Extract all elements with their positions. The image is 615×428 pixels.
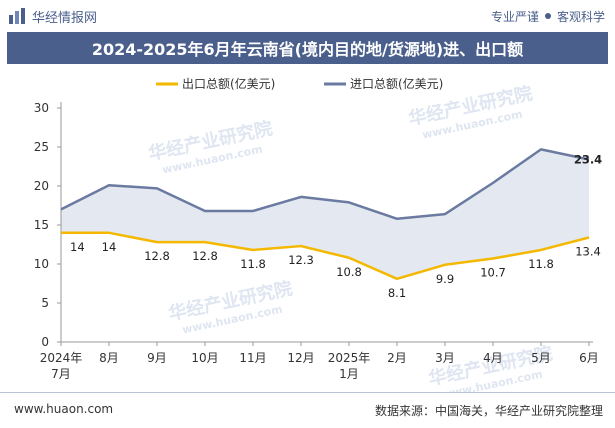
y-tick-label: 5 (41, 296, 49, 310)
data-label-export: 8.1 (388, 286, 406, 300)
brand-name: 华经情报网 (32, 7, 97, 26)
legend-label-import: 进口总额(亿美元) (350, 76, 443, 91)
y-tick-label: 20 (34, 179, 49, 193)
x-tick-label: 2月 (387, 351, 407, 365)
data-label-export: 9.9 (436, 272, 454, 286)
data-label-export: 12.8 (144, 249, 170, 263)
y-tick-label: 0 (41, 335, 49, 349)
x-tick-label: 8月 (99, 351, 119, 365)
x-tick-label: 4月 (483, 351, 503, 365)
tagline-left: 专业严谨 (491, 8, 539, 25)
legend-label-export: 出口总额(亿美元) (182, 76, 275, 91)
x-tick-label: 12月 (287, 351, 314, 365)
brand[interactable]: 华经情报网 (8, 6, 97, 26)
y-tick-label: 30 (34, 101, 49, 115)
top-bar: 华经情报网 专业严谨 客观科学 (0, 0, 615, 32)
dot-separator-icon (545, 13, 551, 19)
data-label-import: 23.4 (574, 152, 602, 166)
x-tick-label: 2025年 (328, 351, 371, 365)
x-tick-label: 1月 (339, 367, 359, 381)
data-label-export: 13.4 (575, 244, 601, 258)
y-tick-label: 10 (34, 257, 49, 271)
data-label-export: 14 (102, 240, 117, 254)
tagline-right: 客观科学 (557, 8, 605, 25)
area-fill (61, 149, 589, 278)
legend: 出口总额(亿美元) 进口总额(亿美元) (156, 76, 443, 91)
x-tick-label: 2024年 (40, 351, 83, 365)
chart-title: 2024-2025年6月年云南省(境内目的地/货源地)进、出口额 (7, 32, 608, 64)
x-tick-label: 10月 (191, 351, 218, 365)
footer-website[interactable]: www.huaon.com (14, 402, 113, 416)
footer-source: 数据来源：中国海关，华经产业研究院整理 (375, 402, 603, 419)
x-tick-label: 3月 (435, 351, 455, 365)
x-tick-label: 11月 (239, 351, 266, 365)
y-tick-label: 15 (34, 218, 49, 232)
tagline: 专业严谨 客观科学 (491, 6, 605, 26)
x-tick-label: 7月 (51, 367, 71, 381)
data-label-export: 12.8 (192, 249, 218, 263)
brand-logo-icon (8, 7, 26, 25)
data-label-export: 14 (70, 240, 85, 254)
data-label-export: 10.8 (336, 265, 362, 279)
x-tick-label: 5月 (531, 351, 551, 365)
y-tick-label: 25 (34, 140, 49, 154)
x-tick-label: 6月 (579, 351, 599, 365)
data-label-export: 12.3 (288, 253, 314, 267)
footer: www.huaon.com 数据来源：中国海关，华经产业研究院整理 (0, 392, 615, 428)
area-between-series (61, 149, 589, 278)
x-tick-label: 9月 (147, 351, 167, 365)
line-chart: 华经产业研究院www.huaon.com华经产业研究院www.huaon.com… (0, 64, 615, 392)
data-label-export: 11.8 (528, 257, 554, 271)
data-label-export: 11.8 (240, 257, 266, 271)
data-label-export: 10.7 (480, 266, 506, 280)
